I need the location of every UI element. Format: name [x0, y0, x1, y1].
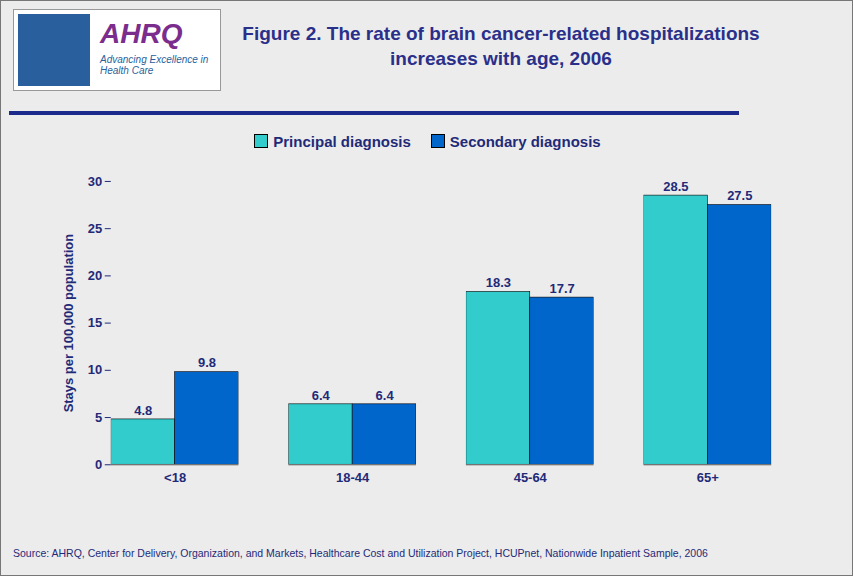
- svg-text:6.4: 6.4: [376, 387, 395, 402]
- svg-text:30: 30: [88, 174, 102, 189]
- svg-text:18.3: 18.3: [486, 275, 511, 290]
- svg-text:6.4: 6.4: [312, 387, 331, 402]
- svg-text:Stays per 100,000 population: Stays per 100,000 population: [61, 234, 76, 413]
- svg-text:15: 15: [88, 315, 102, 330]
- svg-text:27.5: 27.5: [727, 188, 752, 203]
- svg-text:9.8: 9.8: [198, 355, 216, 370]
- html-text:Principal diagnosis: Principal diagnosis: [273, 133, 411, 150]
- svg-text:17.7: 17.7: [550, 281, 575, 296]
- svg-text:25: 25: [88, 221, 102, 236]
- svg-text:45-64: 45-64: [514, 470, 548, 485]
- html-text:Secondary diagnosis: Secondary diagnosis: [449, 133, 601, 150]
- svg-text:28.5: 28.5: [663, 179, 688, 194]
- svg-text:4.8: 4.8: [134, 403, 152, 418]
- svg-text:18-44: 18-44: [336, 470, 370, 485]
- html-text:Source: AHRQ, Center for Deliv: Source: AHRQ, Center for Delivery, Organ…: [13, 547, 708, 559]
- svg-text:65+: 65+: [697, 470, 719, 485]
- svg-text:<18: <18: [164, 470, 186, 485]
- svg-text:10: 10: [88, 362, 102, 377]
- svg-text:0: 0: [95, 457, 102, 472]
- html-text:Advancing Excellence in Health: Advancing Excellence in Health Care: [100, 54, 209, 76]
- svg-text:5: 5: [95, 410, 102, 425]
- svg-text:20: 20: [88, 268, 102, 283]
- html-text:AHRQ: AHRQ: [100, 18, 183, 49]
- html-text:Figure 2. The rate of brain ca: Figure 2. The rate of brain cancer-relat…: [242, 23, 760, 69]
